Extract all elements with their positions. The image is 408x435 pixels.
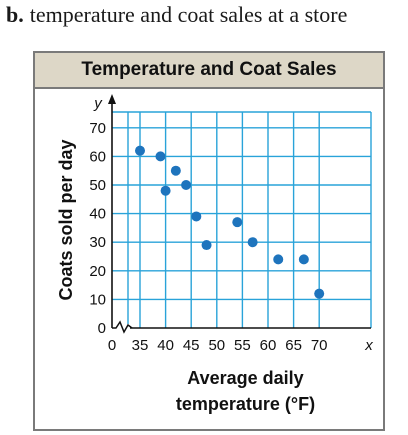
data-point [191,211,202,222]
y-tick-label: 10 [89,291,106,308]
data-point [135,145,145,156]
x-axis-variable: x [364,337,373,354]
y-tick-label: 30 [89,234,106,251]
x-tick-label: 55 [234,337,251,354]
data-point [273,254,284,265]
axis-break-mark [112,320,133,334]
chart-title: Temperature and Coat Sales [35,53,383,89]
x-tick-label: 45 [183,337,200,354]
data-point [160,185,171,196]
caption-letter: b. [6,2,24,27]
x-tick-label: 0 [108,337,116,354]
data-point [314,288,325,299]
x-axis-title: Average daily [187,368,303,388]
data-point [201,240,212,251]
caption-text: temperature and coat sales at a store [29,2,348,27]
y-tick-label: 50 [89,177,106,194]
y-tick-label: 0 [98,320,106,337]
y-axis-arrow [108,94,116,104]
x-tick-label: 35 [132,337,149,354]
y-tick-label: 70 [89,120,106,137]
data-point [247,237,258,248]
y-axis-variable: y [93,95,103,112]
x-tick-label: 70 [311,337,328,354]
x-tick-label: 60 [260,337,277,354]
x-tick-label: 40 [157,337,174,354]
x-axis-title: temperature (°F) [176,394,315,414]
data-point [298,254,309,265]
x-tick-label: 65 [285,337,302,354]
y-axis-title: Coats sold per day [56,139,76,300]
data-point [155,151,166,162]
data-point [181,180,192,190]
caption: b. temperature and coat sales at a store [6,2,347,28]
data-point [170,165,181,176]
x-tick-label: 50 [208,337,225,354]
y-tick-label: 40 [89,206,106,223]
y-tick-label: 20 [89,263,106,280]
y-tick-label: 60 [89,148,106,165]
data-point [232,217,243,228]
